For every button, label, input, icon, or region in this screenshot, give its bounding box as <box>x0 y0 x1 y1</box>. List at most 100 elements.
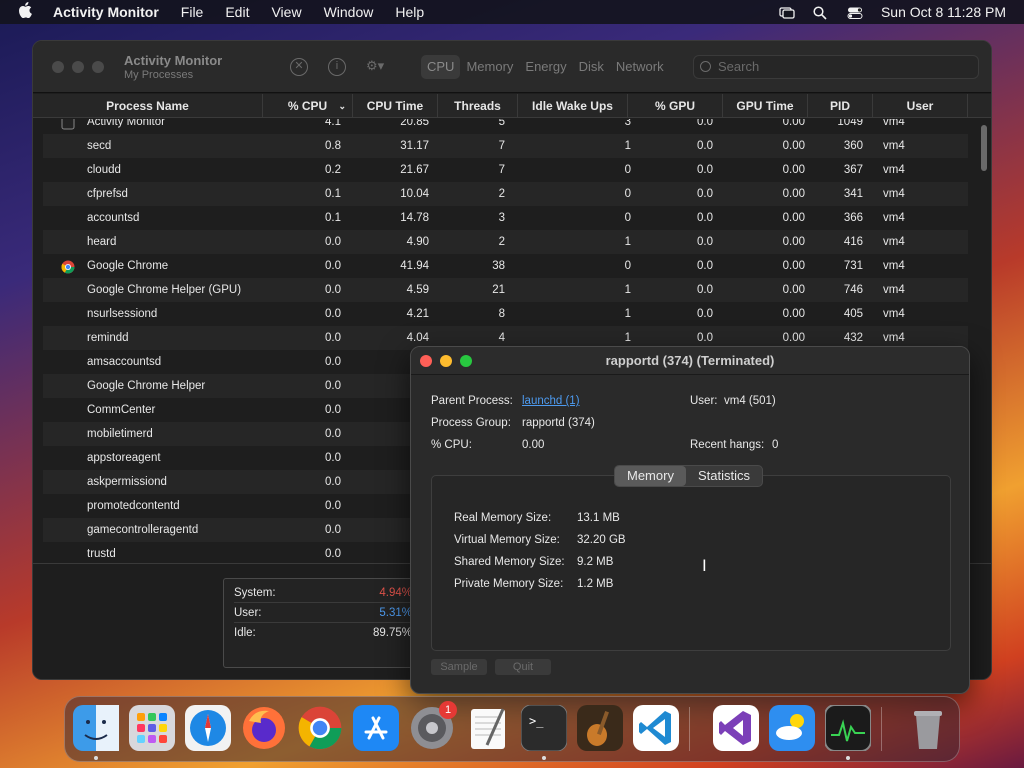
trash-icon[interactable] <box>905 705 951 751</box>
control-center-icon[interactable] <box>847 6 863 19</box>
close-window-button[interactable] <box>52 61 64 73</box>
tab-disk[interactable]: Disk <box>578 59 604 74</box>
cell-gputime: 0.00 <box>782 284 805 296</box>
notification-badge: 1 <box>439 701 457 719</box>
parent-process-link[interactable]: launchd (1) <box>522 395 580 407</box>
cpu-percent-value: 0.00 <box>522 439 545 451</box>
mem-virtual-row: Virtual Memory Size: 32.20 GB <box>454 534 626 546</box>
col-cpu-time[interactable]: CPU Time <box>353 94 438 118</box>
menu-file[interactable]: File <box>180 4 204 20</box>
stop-process-icon[interactable]: ✕ <box>290 58 308 76</box>
safari-icon[interactable] <box>185 705 231 751</box>
table-row[interactable]: Activity Monitor 4.1 20.85 5 3 0.0 0.00 1049 vm4 <box>43 119 968 134</box>
table-row[interactable]: secd 0.8 31.17 7 1 0.0 0.00 360 vm4 <box>43 134 968 158</box>
cell-threads: 3 <box>498 212 505 224</box>
window-subtitle[interactable]: My Processes <box>124 69 194 81</box>
cell-cpu: 0.2 <box>325 164 341 176</box>
col-user[interactable]: User <box>873 94 968 118</box>
cell-pid: 1049 <box>837 119 863 128</box>
table-row[interactable]: Google Chrome 0.0 41.94 38 0 0.0 0.00 731 vm4 <box>43 254 968 278</box>
terminal-icon[interactable]: >_ <box>520 704 568 752</box>
menu-clock[interactable]: Sun Oct 8 11:28 PM <box>880 4 1006 20</box>
inspector-minimize-button[interactable] <box>440 355 452 367</box>
tab-network[interactable]: Network <box>615 59 664 74</box>
weather-icon[interactable] <box>769 705 815 751</box>
activity-monitor-icon[interactable] <box>824 704 872 752</box>
cell-idle: 0 <box>624 260 631 272</box>
dock-separator <box>881 707 882 751</box>
cell-cpu: 0.0 <box>325 236 341 248</box>
cell-name: remindd <box>87 332 129 344</box>
table-row[interactable]: heard 0.0 4.90 2 1 0.0 0.00 416 vm4 <box>43 230 968 254</box>
cell-pid: 341 <box>843 188 863 200</box>
inspector-zoom-button[interactable] <box>460 355 472 367</box>
mem-private-value: 1.2 MB <box>577 578 614 590</box>
menu-window[interactable]: Window <box>323 4 374 20</box>
menu-edit[interactable]: Edit <box>225 4 250 20</box>
app-store-icon[interactable] <box>353 705 399 751</box>
table-row[interactable]: nsurlsessiond 0.0 4.21 8 1 0.0 0.00 405 vm4 <box>43 302 968 326</box>
table-row[interactable]: cloudd 0.2 21.67 7 0 0.0 0.00 367 vm4 <box>43 158 968 182</box>
table-row[interactable]: cfprefsd 0.1 10.04 2 0 0.0 0.00 341 vm4 <box>43 182 968 206</box>
tab-energy[interactable]: Energy <box>525 59 567 74</box>
table-scrollbar[interactable] <box>980 121 988 571</box>
cpu-user-value: 5.31% <box>379 607 412 619</box>
quit-button[interactable]: Quit <box>495 659 551 675</box>
inspector-tab-statistics[interactable]: Statistics <box>697 468 750 483</box>
textedit-icon[interactable] <box>465 705 511 751</box>
sample-button[interactable]: Sample <box>431 659 487 675</box>
screen-mirroring-icon[interactable] <box>779 6 795 19</box>
col-cpu[interactable]: % CPU ⌄ <box>263 94 353 118</box>
mem-shared-row: Shared Memory Size: 9.2 MB <box>454 556 613 568</box>
spotlight-search-icon[interactable] <box>813 6 829 20</box>
finder-icon[interactable] <box>73 705 119 751</box>
col-pid[interactable]: PID <box>808 94 873 118</box>
visual-studio-icon[interactable] <box>713 705 759 751</box>
zoom-window-button[interactable] <box>92 61 104 73</box>
apple-menu-icon[interactable] <box>18 1 40 23</box>
table-row[interactable]: Google Chrome Helper (GPU) 0.0 4.59 21 1 0.0 0… <box>43 278 968 302</box>
cell-gputime: 0.00 <box>782 236 805 248</box>
cell-name: trustd <box>87 548 116 560</box>
cell-name: amsaccountsd <box>87 356 162 368</box>
cell-cpu: 0.0 <box>325 356 341 368</box>
text-cursor-icon: I <box>702 556 707 575</box>
menu-app-name[interactable]: Activity Monitor <box>53 4 159 20</box>
col-threads[interactable]: Threads <box>438 94 518 118</box>
tab-cpu[interactable]: CPU <box>421 55 461 79</box>
system-settings-icon[interactable]: 1 <box>409 701 457 751</box>
cell-threads: 7 <box>498 164 505 176</box>
col-process-name[interactable]: Process Name <box>33 94 263 118</box>
tab-memory[interactable]: Memory <box>466 59 514 74</box>
dock: 1 >_ <box>64 696 960 762</box>
table-row[interactable]: accountsd 0.1 14.78 3 0 0.0 0.00 366 vm4 <box>43 206 968 230</box>
search-input[interactable]: Search <box>693 55 979 79</box>
col-gpu-time[interactable]: GPU Time <box>723 94 808 118</box>
col-idle-wake-ups[interactable]: Idle Wake Ups <box>518 94 628 118</box>
column-header: Process Name % CPU ⌄ CPU Time Threads Id… <box>33 94 991 118</box>
cell-idle: 1 <box>624 236 631 248</box>
firefox-icon[interactable] <box>241 705 287 751</box>
cell-name: promotedcontentd <box>87 500 180 512</box>
col-gpu[interactable]: % GPU <box>628 94 723 118</box>
action-menu-icon[interactable]: ⚙▾ <box>366 58 385 73</box>
chrome-icon[interactable] <box>297 705 343 751</box>
menu-help[interactable]: Help <box>395 4 425 20</box>
inspector-close-button[interactable] <box>420 355 432 367</box>
cell-gputime: 0.00 <box>782 260 805 272</box>
cpu-idle-line: Idle: 89.75% <box>234 623 412 643</box>
inspector-tab-memory[interactable]: Memory <box>615 466 686 486</box>
scrollbar-thumb[interactable] <box>981 125 987 171</box>
minimize-window-button[interactable] <box>72 61 84 73</box>
cell-name: Google Chrome Helper <box>87 380 206 392</box>
menu-view[interactable]: View <box>271 4 302 20</box>
cell-user: vm4 <box>883 236 905 248</box>
garageband-icon[interactable] <box>577 705 623 751</box>
vscode-icon[interactable] <box>633 705 679 751</box>
cell-cpu: 0.0 <box>325 308 341 320</box>
inspect-info-icon[interactable]: i <box>328 58 346 76</box>
mem-virtual-label: Virtual Memory Size: <box>454 534 560 546</box>
cell-threads: 38 <box>492 260 505 272</box>
launchpad-icon[interactable] <box>129 705 175 751</box>
